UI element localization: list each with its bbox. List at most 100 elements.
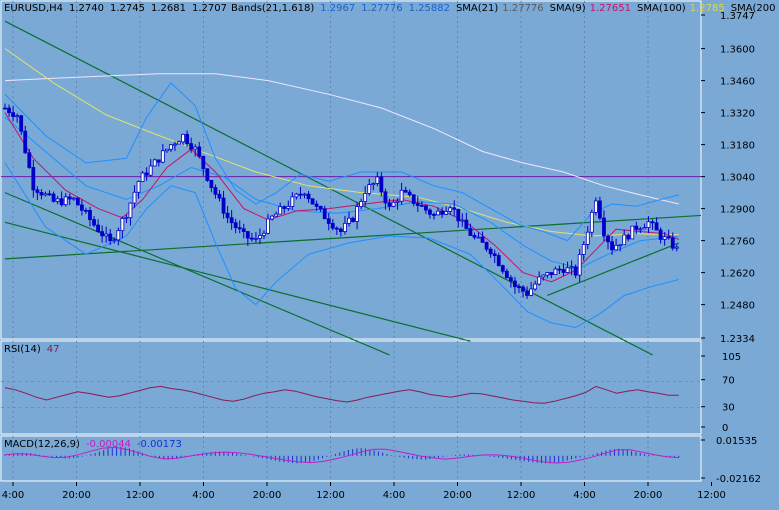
- time-axis: 4:00 20:00 12:00 4:00 20:00 12:00 4:00 20:00 12:…: [2, 482, 726, 501]
- candle-body: [589, 211, 594, 233]
- candle-body: [225, 212, 230, 219]
- price-tick-label: 1.3460: [720, 77, 755, 88]
- candle-body: [480, 236, 485, 243]
- candle-body: [270, 215, 275, 220]
- candle-body: [334, 227, 339, 230]
- candle-body: [189, 143, 194, 150]
- macd-legend-value1: -0.00044: [86, 439, 131, 450]
- candle-body: [84, 209, 88, 212]
- candle-body: [274, 213, 279, 217]
- candle-body: [521, 286, 525, 292]
- candle-body: [136, 181, 141, 193]
- candles: [3, 103, 679, 299]
- candle-body: [286, 206, 291, 209]
- candle-body: [128, 202, 133, 219]
- candle-body: [132, 191, 137, 204]
- candle-body: [638, 228, 643, 231]
- candle-body: [642, 227, 647, 230]
- candle-body: [432, 213, 436, 216]
- candle-body: [124, 217, 129, 220]
- macd-legend: MACD(12,26,9) -0.00044 -0.00173: [4, 439, 182, 450]
- candle-body: [120, 218, 125, 232]
- candle-body: [508, 277, 513, 282]
- candle-body: [476, 236, 481, 239]
- time-tick-label: 20:00: [62, 490, 91, 501]
- macd-signal-line: [4, 446, 679, 464]
- time-tick-label: 20:00: [634, 490, 663, 501]
- candle-body: [221, 197, 226, 214]
- candle-body: [545, 272, 550, 276]
- candle-body: [79, 204, 84, 211]
- candle-body: [504, 270, 509, 279]
- price-tick-label: 1.3600: [720, 45, 755, 56]
- price-tick-label: 1.3320: [720, 109, 755, 120]
- candle-body: [217, 193, 222, 199]
- time-tick-label: 4:00: [573, 490, 595, 501]
- candle-body: [500, 265, 505, 272]
- candle-body: [92, 219, 96, 226]
- candle-body: [650, 221, 655, 224]
- candle-body: [529, 288, 534, 296]
- candle-body: [658, 229, 663, 240]
- candle-body: [116, 230, 121, 241]
- legend-sma21-value: 1.27776: [502, 3, 543, 14]
- candle-body: [100, 231, 105, 237]
- candle-body: [282, 206, 287, 209]
- candle-body: [464, 219, 469, 229]
- rsi-tick-label: 0: [722, 423, 728, 434]
- candle-body: [112, 239, 117, 242]
- candle-body: [27, 152, 32, 168]
- candle-body: [108, 233, 113, 242]
- legend-open: 1.2740: [69, 3, 104, 14]
- rsi-tick-label: 30: [722, 403, 735, 414]
- candle-body: [654, 222, 659, 231]
- candle-body: [666, 236, 671, 239]
- sma100-line: [4, 48, 679, 237]
- candle-body: [610, 241, 614, 251]
- main-panel-frame: [0, 0, 702, 340]
- candle-body: [460, 219, 465, 222]
- candle-body: [181, 133, 185, 143]
- candle-body: [23, 130, 28, 154]
- candle-body: [11, 112, 15, 117]
- time-tick-label: 4:00: [192, 490, 214, 501]
- rsi-panel-frame: [0, 340, 702, 435]
- candle-body: [646, 221, 651, 228]
- time-tick-label: 12:00: [697, 490, 726, 501]
- macd-tick-label: 0.01535: [716, 436, 757, 447]
- price-tick-label: 1.2900: [720, 205, 755, 216]
- legend-bands-upper: 1.2967: [320, 3, 355, 14]
- main-legend: EURUSD,H4 1.2740 1.2745 1.2681 1.2707 Bands(2…: [4, 3, 776, 14]
- candle-body: [249, 237, 254, 240]
- candle-body: [399, 189, 404, 202]
- candle-body: [15, 115, 20, 118]
- candle-body: [593, 200, 598, 213]
- candle-body: [419, 205, 424, 207]
- candle-body: [205, 168, 210, 181]
- price-tick-label: 1.3040: [720, 173, 755, 184]
- time-tick-label: 12:00: [126, 490, 155, 501]
- candle-body: [59, 198, 64, 206]
- candle-body: [310, 198, 315, 205]
- candle-body: [577, 254, 582, 276]
- candle-body: [209, 180, 214, 188]
- candle-body: [533, 283, 538, 290]
- trendlines: [4, 20, 702, 356]
- candle-body: [88, 209, 92, 221]
- candle-body: [237, 227, 242, 230]
- candle-body: [266, 218, 270, 234]
- candle-body: [63, 196, 68, 206]
- time-tick-label: 20:00: [253, 490, 282, 501]
- candle-body: [674, 246, 679, 249]
- candle-body: [602, 217, 606, 237]
- legend-sma9-value: 1.27651: [590, 3, 631, 14]
- candle-body: [387, 202, 392, 207]
- candle-body: [517, 286, 521, 289]
- rsi-legend-label: RSI(14): [4, 344, 41, 355]
- legend-low: 1.2681: [151, 3, 186, 14]
- candle-body: [140, 172, 145, 182]
- candle-body: [513, 280, 517, 288]
- candle-body: [55, 198, 60, 202]
- legend-sma200-label: SMA(200: [731, 3, 776, 14]
- candle-body: [71, 197, 76, 200]
